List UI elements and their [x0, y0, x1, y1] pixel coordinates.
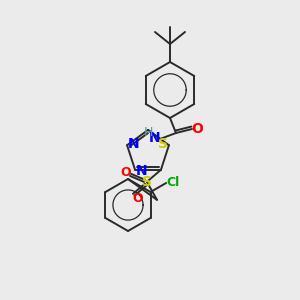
Text: O: O — [191, 122, 203, 136]
Text: O: O — [121, 166, 131, 179]
Text: Cl: Cl — [167, 176, 180, 190]
Text: S: S — [142, 175, 152, 189]
Text: O: O — [133, 192, 143, 205]
Text: N: N — [135, 164, 147, 178]
Text: N: N — [149, 131, 161, 145]
Text: N: N — [127, 137, 139, 151]
Text: S: S — [158, 137, 168, 151]
Text: H: H — [143, 127, 153, 140]
